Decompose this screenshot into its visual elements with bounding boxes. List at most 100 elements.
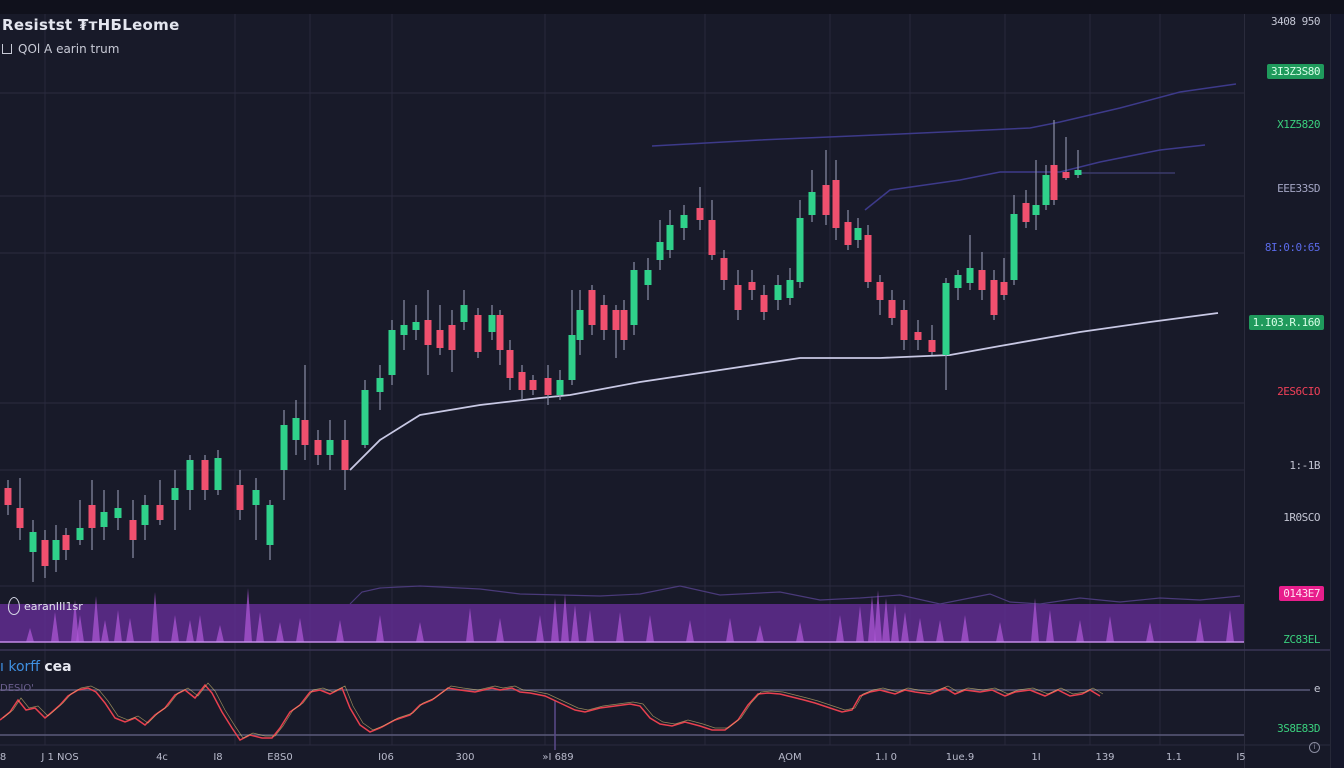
price-label: 2ES6CIO — [1277, 385, 1320, 398]
bear-candle — [696, 208, 704, 220]
bear-candle — [914, 332, 922, 340]
bear-candle — [720, 258, 728, 280]
droplet-icon — [8, 597, 20, 615]
oscillator-title-white: cea — [44, 659, 72, 675]
bear-candle — [236, 485, 244, 510]
bull-candle — [171, 488, 179, 500]
price-label: e — [1313, 682, 1321, 695]
price-label: 3S8E83D — [1277, 722, 1320, 735]
bull-candle — [1042, 175, 1050, 205]
price-label: 1:-1B — [1289, 459, 1320, 472]
bear-candle — [4, 488, 12, 505]
volume-label: earanIII1sr — [8, 597, 83, 615]
bear-candle — [436, 330, 444, 348]
bull-candle — [326, 440, 334, 455]
bull-candle — [361, 390, 369, 445]
time-tick: 8 — [0, 752, 7, 763]
time-tick: I5 — [1236, 752, 1246, 763]
oscillator-title-blue: ı korff — [0, 659, 40, 675]
time-tick: E8S0 — [267, 752, 293, 763]
bull-candle — [388, 330, 396, 375]
bull-candle — [292, 418, 300, 440]
bull-candle — [114, 508, 122, 518]
bear-candle — [496, 315, 504, 350]
time-tick: 139 — [1095, 752, 1115, 763]
bear-candle — [978, 270, 986, 290]
bull-candle — [656, 242, 664, 260]
bear-candle — [620, 310, 628, 340]
price-label: 3I3Z3S80 — [1267, 64, 1324, 79]
bear-candle — [506, 350, 514, 378]
bear-candle — [518, 372, 526, 390]
time-tick: 4c — [156, 752, 168, 763]
bear-candle — [990, 280, 998, 315]
time-tick: 1.I 0 — [874, 752, 898, 763]
price-label: X1Z5820 — [1277, 118, 1320, 131]
bull-candle — [774, 285, 782, 300]
bear-candle — [474, 315, 482, 352]
bear-candle — [529, 380, 537, 390]
bull-candle — [680, 215, 688, 228]
bull-candle — [76, 528, 84, 540]
upper-band-line — [651, 83, 1237, 147]
bull-candle — [214, 458, 222, 490]
bear-candle — [1000, 282, 1008, 295]
bull-candle — [186, 460, 194, 490]
bear-candle — [1050, 165, 1058, 200]
price-label: 1.I03.R.160 — [1248, 315, 1324, 330]
bull-candle — [568, 335, 576, 380]
bull-candle — [666, 225, 674, 250]
price-label: EEE33SD — [1277, 182, 1320, 195]
bear-candle — [888, 300, 896, 318]
bull-candle — [786, 280, 794, 298]
time-tick: 1I — [1031, 752, 1041, 763]
oscillator-title: ı korff cea — [0, 659, 72, 675]
bear-candle — [88, 505, 96, 528]
bull-candle — [576, 310, 584, 340]
bull-candle — [1032, 205, 1040, 215]
bear-candle — [1062, 172, 1070, 178]
bear-candle — [201, 460, 209, 490]
bull-candle — [556, 380, 564, 395]
bear-candle — [341, 440, 349, 470]
time-tick: 1ue.9 — [945, 752, 975, 763]
time-tick: I8 — [213, 752, 223, 763]
window-top-bar — [0, 0, 1344, 14]
symbol-icon — [2, 44, 12, 54]
bear-candle — [832, 180, 840, 228]
bear-candle — [16, 508, 24, 528]
bull-candle — [1074, 170, 1082, 175]
time-tick: 1.1 — [1166, 752, 1182, 763]
time-tick: ĄOM — [778, 752, 802, 763]
oscillator-line — [0, 683, 1101, 741]
bear-candle — [301, 420, 309, 445]
bull-candle — [29, 532, 37, 552]
bull-candle — [266, 505, 274, 545]
bear-candle — [544, 378, 552, 395]
time-tick: 300 — [455, 752, 475, 763]
time-tick: »I 689 — [542, 752, 574, 763]
bear-candle — [1022, 203, 1030, 222]
right-toolbar-strip — [1330, 14, 1344, 768]
time-tick: I06 — [378, 752, 394, 763]
bear-candle — [864, 235, 872, 282]
bull-candle — [100, 512, 108, 527]
bull-candle — [954, 275, 962, 288]
chart-subtitle: QOl A earin trum — [2, 42, 119, 56]
volume-label-text: earanIII1sr — [24, 599, 83, 613]
price-axis[interactable] — [1244, 14, 1331, 768]
bull-candle — [412, 322, 420, 330]
bull-candle — [854, 228, 862, 240]
middle-band-line — [864, 144, 1206, 211]
bear-candle — [156, 505, 164, 520]
bear-candle — [734, 285, 742, 310]
bull-candle — [400, 325, 408, 335]
info-icon[interactable]: i — [1309, 742, 1320, 753]
bear-candle — [424, 320, 432, 345]
bull-candle — [1010, 214, 1018, 280]
bear-candle — [760, 295, 768, 312]
chart-title: Resistst ₮тΗБLeome — [2, 16, 180, 34]
bear-candle — [41, 540, 49, 566]
bear-candle — [822, 185, 830, 215]
